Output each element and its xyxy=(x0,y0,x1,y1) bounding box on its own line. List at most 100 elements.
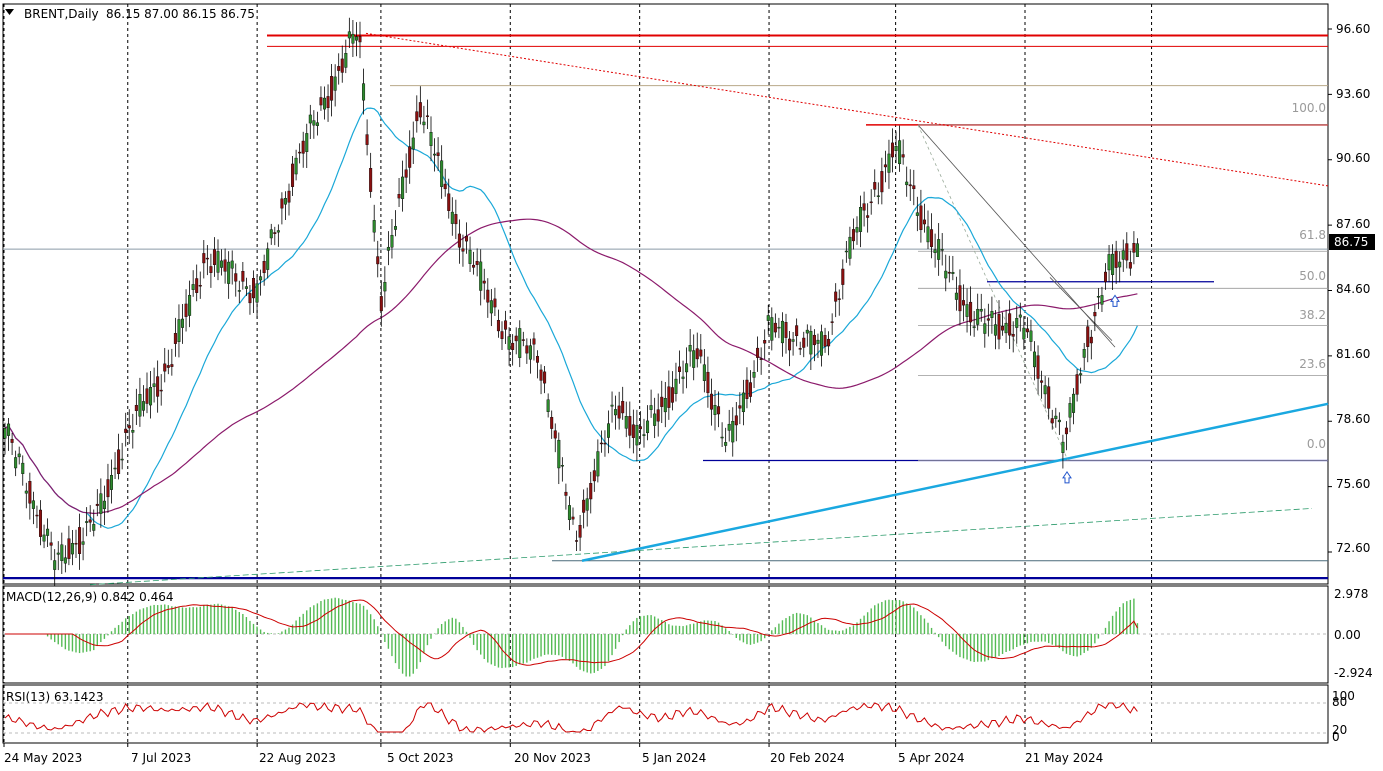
candle-body xyxy=(230,260,234,269)
candlestick xyxy=(702,349,706,393)
candlestick xyxy=(1103,263,1107,290)
candle-body xyxy=(216,251,220,273)
candlestick xyxy=(230,250,234,285)
candle-body xyxy=(308,114,312,124)
candle-body xyxy=(173,333,177,344)
candle-body xyxy=(1089,336,1093,344)
candle-body xyxy=(1043,385,1047,395)
candle-body xyxy=(344,53,348,68)
candle-body xyxy=(212,249,216,265)
candlestick xyxy=(862,191,866,227)
candle-body xyxy=(177,319,181,342)
candle-body xyxy=(351,33,355,44)
candle-body xyxy=(660,396,664,407)
candle-body xyxy=(298,151,302,154)
candle-body xyxy=(340,58,344,73)
macd-tick: 2.978 xyxy=(1334,587,1368,601)
candlestick xyxy=(184,289,188,332)
candle-body xyxy=(812,334,816,346)
candlestick xyxy=(131,413,135,449)
candlestick xyxy=(1082,342,1086,371)
candlestick xyxy=(482,268,486,300)
date-label: 21 May 2024 xyxy=(1025,751,1103,765)
rsi-tick: 100 xyxy=(1332,689,1355,703)
candlestick xyxy=(124,412,128,447)
candle-body xyxy=(738,405,742,409)
candlestick xyxy=(553,423,557,453)
candle-body xyxy=(536,355,540,363)
candlestick xyxy=(727,409,731,442)
candle-body xyxy=(28,481,32,504)
candle-body xyxy=(724,442,728,446)
candle-body xyxy=(78,527,82,554)
candle-body xyxy=(21,462,25,474)
candlestick xyxy=(486,278,490,318)
candlestick xyxy=(873,169,877,197)
candle-body xyxy=(773,322,777,333)
candlestick xyxy=(720,422,724,448)
fib-label: 23.6 xyxy=(1299,357,1326,371)
candle-body xyxy=(589,483,593,500)
candle-body xyxy=(433,153,437,156)
candlestick xyxy=(276,224,280,247)
candlestick xyxy=(280,192,284,225)
candlestick xyxy=(780,312,784,357)
dropdown-arrow-icon[interactable] xyxy=(5,9,14,15)
candlestick xyxy=(894,131,898,164)
candlestick xyxy=(337,53,341,85)
candle-body xyxy=(777,326,781,329)
candlestick xyxy=(425,99,429,129)
candle-body xyxy=(631,424,635,438)
candle-body xyxy=(141,401,145,411)
candlestick xyxy=(92,509,96,537)
candlestick xyxy=(134,388,138,425)
candlestick xyxy=(660,380,664,424)
candle-body xyxy=(67,538,71,559)
candlestick xyxy=(408,130,412,184)
candle-body xyxy=(39,509,43,537)
candle-body xyxy=(745,379,749,399)
candle-body xyxy=(504,320,508,330)
candlestick xyxy=(745,367,749,409)
candle-body xyxy=(908,184,912,187)
candlestick xyxy=(95,489,99,517)
candlestick xyxy=(880,157,884,205)
candlestick xyxy=(596,439,600,483)
candle-body xyxy=(500,331,504,339)
candlestick xyxy=(291,156,295,196)
candlestick xyxy=(1022,316,1026,350)
candlestick xyxy=(149,371,153,419)
candlestick xyxy=(528,338,532,374)
candlestick xyxy=(688,329,692,367)
candlestick xyxy=(578,514,582,552)
candlestick xyxy=(323,86,327,120)
candle-body xyxy=(489,300,493,314)
candle-body xyxy=(702,364,706,381)
candlestick xyxy=(202,240,206,279)
macd-title: MACD(12,26,9) 0.842 0.464 xyxy=(6,590,173,604)
candlestick xyxy=(816,333,820,359)
rsi-tick: 80 xyxy=(1332,695,1347,709)
candle-body xyxy=(227,261,231,284)
candlestick xyxy=(166,349,170,375)
candle-body xyxy=(951,272,955,274)
candlestick xyxy=(674,362,678,402)
candlestick xyxy=(70,529,74,566)
candlestick xyxy=(678,350,682,384)
candlestick xyxy=(209,253,213,288)
candle-body xyxy=(358,36,362,43)
candle-body xyxy=(312,120,316,126)
candle-body xyxy=(731,420,735,443)
candlestick xyxy=(738,392,742,425)
candlestick xyxy=(475,248,479,277)
candle-body xyxy=(1125,243,1129,261)
candle-body xyxy=(1032,351,1036,368)
candlestick xyxy=(298,143,302,164)
candlestick xyxy=(351,19,355,57)
candlestick xyxy=(362,68,366,115)
candlestick xyxy=(386,231,390,266)
candle-body xyxy=(905,181,909,186)
candlestick xyxy=(347,17,351,48)
candlestick xyxy=(259,269,263,296)
